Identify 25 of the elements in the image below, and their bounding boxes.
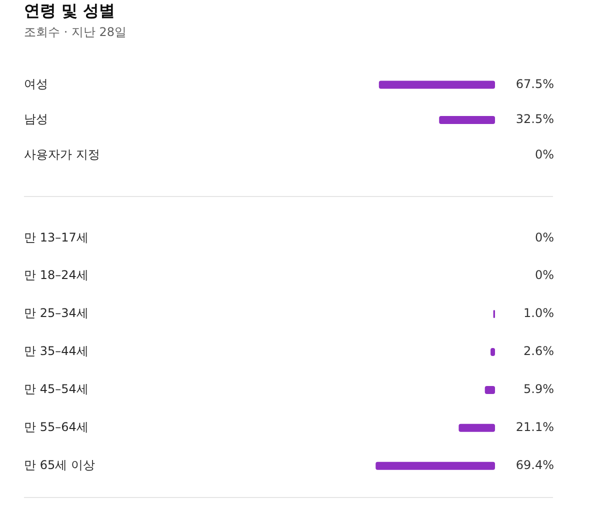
y-tick-label: 만 25–34세 [24,306,88,320]
data-label: 2.6% [524,344,554,358]
data-label: 0% [534,268,554,282]
text: 연령 및 성별 [24,1,116,21]
bar [484,386,495,394]
data-label: 67.5% [516,76,554,91]
y-tick-label: 여성 [24,76,48,91]
data-label: 0% [534,230,554,244]
data-label: 0% [534,147,554,162]
data-label: 5.9% [524,382,554,396]
bar [376,462,495,470]
y-tick-label: 사용자가 지정 [24,147,100,162]
data-label: 1.0% [524,306,554,320]
y-tick-label: 만 55–64세 [24,420,88,434]
y-tick-label: 만 18–24세 [24,268,88,282]
bar [458,424,495,432]
data-label: 21.1% [516,420,554,434]
y-tick-label: 만 65세 이상 [24,458,95,472]
y-tick-label: 만 13–17세 [24,230,88,244]
data-label: 69.4% [516,458,554,472]
y-tick-label: 만 45–54세 [24,382,88,396]
data-label: 32.5% [516,112,554,126]
text: 조회수 · 지난 28일 [24,24,127,40]
y-tick-label: 남성 [24,112,48,126]
y-tick-label: 만 35–44세 [24,344,88,358]
